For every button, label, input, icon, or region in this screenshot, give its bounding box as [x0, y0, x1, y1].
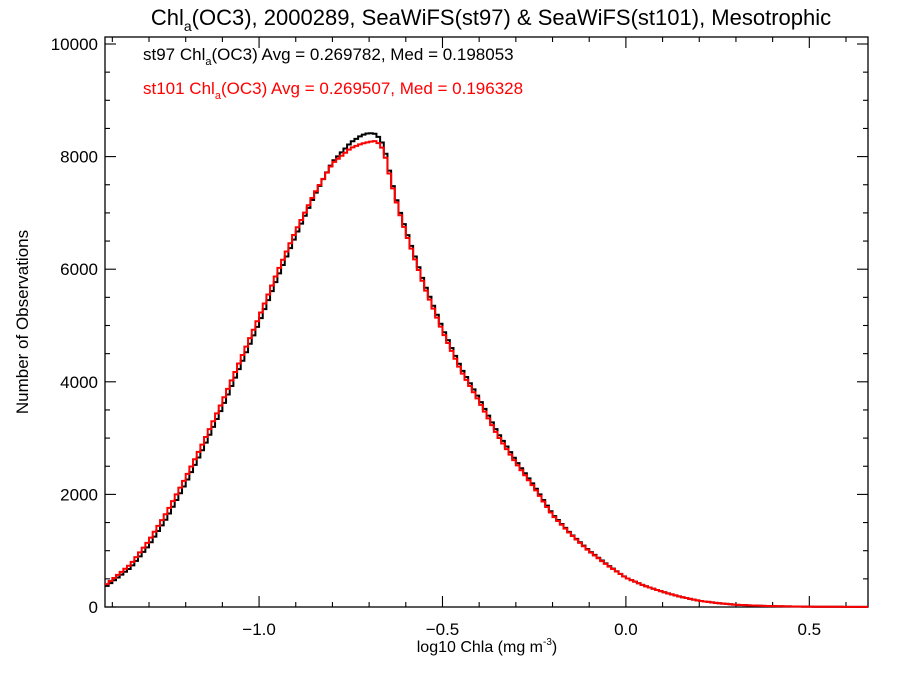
y-tick-label: 10000: [51, 35, 98, 54]
legend-st97-stats: (OC3) Avg = 0.269782, Med = 0.198053: [212, 45, 514, 64]
y-tick-label: 0: [89, 598, 98, 617]
chart-title: Chla(OC3), 2000289, SeaWiFS(st97) & SeaW…: [151, 5, 831, 34]
x-axis-label-superscript: -3: [543, 637, 552, 648]
title-subscript: a: [184, 18, 192, 34]
y-tick-label: 8000: [60, 148, 98, 167]
x-axis-label: log10 Chla (mg m-3): [417, 637, 558, 656]
legend-st97-subscript: a: [205, 56, 212, 68]
y-tick-label: 4000: [60, 373, 98, 392]
x-axis-label-main: log10 Chla (mg m: [417, 639, 543, 656]
y-axis: 0 2000 4000 6000 8000 10000: [51, 35, 868, 617]
series-layer: [105, 132, 868, 608]
y-tick-label: 2000: [60, 485, 98, 504]
x-axis-label-close: ): [552, 639, 557, 656]
title-rest: (OC3), 2000289, SeaWiFS(st97) & SeaWiFS(…: [192, 5, 831, 30]
x-tick-label: −0.5: [426, 620, 460, 639]
x-tick-label: 0.0: [614, 620, 638, 639]
x-tick-label: 0.5: [797, 620, 821, 639]
legend-st101-subscript: a: [215, 90, 222, 102]
legend-st97-prefix: st97 Chl: [143, 45, 205, 64]
x-axis: −1.0 −0.5 0.0 0.5: [111, 37, 847, 639]
y-axis-label: Number of Observations: [13, 230, 32, 414]
series-st101-line: [105, 140, 868, 608]
legend-st101: st101 Chla(OC3) Avg = 0.269507, Med = 0.…: [143, 79, 523, 102]
legend-st101-stats: (OC3) Avg = 0.269507, Med = 0.196328: [221, 79, 523, 98]
title-prefix: Chl: [151, 5, 184, 30]
y-tick-label: 6000: [60, 260, 98, 279]
x-tick-label: −1.0: [242, 620, 276, 639]
legend-st101-prefix: st101 Chl: [143, 79, 215, 98]
legend-st97: st97 Chla(OC3) Avg = 0.269782, Med = 0.1…: [143, 45, 514, 68]
series-st97-line: [105, 132, 868, 608]
plot-frame: [104, 36, 869, 608]
